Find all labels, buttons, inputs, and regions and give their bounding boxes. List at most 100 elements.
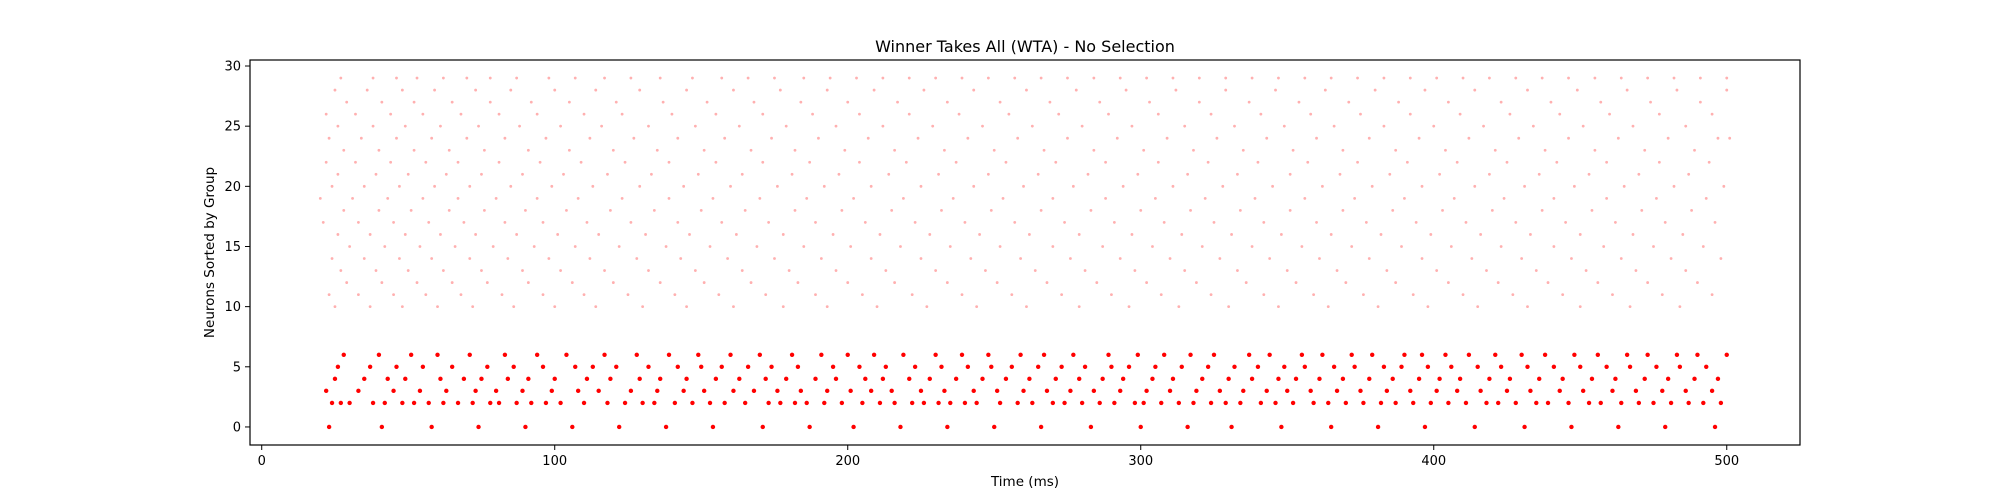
spike-point [711,196,715,200]
spike-point [978,233,981,236]
spike-point [1071,352,1076,357]
spike-point [749,281,753,284]
spike-point [647,124,650,128]
spike-point [872,88,876,92]
spike-point [890,208,894,212]
spike-point [751,388,757,394]
spike-point [1725,76,1729,80]
spike-point [1066,136,1069,140]
spike-point [1332,124,1336,128]
spike-point [767,221,771,224]
spike-point [1013,221,1017,224]
spike-point [1253,196,1257,200]
spike-point [965,364,971,369]
spike-point [549,388,554,394]
spike-point [1223,400,1228,406]
spike-point [1367,257,1371,260]
spike-point [819,257,823,260]
spike-point [717,293,721,297]
spike-point [1118,257,1122,260]
spike-point [1359,112,1362,116]
spike-point [1567,136,1570,140]
spike-point [898,424,903,430]
spike-point [1352,364,1357,369]
spike-point [532,245,536,248]
spike-point [893,281,897,284]
spike-point [1077,376,1082,382]
spike-point [732,305,735,309]
spike-point [1042,148,1046,152]
spike-point [846,281,850,284]
spike-point [559,269,562,272]
spike-point [1203,196,1207,200]
spike-point [644,233,647,236]
spike-point [455,400,461,406]
spike-point [342,208,346,212]
spike-point [1115,136,1119,140]
spike-point [488,400,493,406]
spike-point [1599,100,1603,104]
spike-point [745,364,751,369]
spike-point [685,88,688,92]
spike-point [327,136,331,140]
spike-point [441,76,445,80]
spike-point [493,388,499,394]
spike-point [877,400,883,406]
spike-point [1581,124,1585,128]
spike-point [1422,424,1428,430]
spike-point [629,221,633,224]
spike-point [1557,388,1562,394]
spike-point [430,257,434,260]
spike-point [588,136,592,140]
spike-point [963,221,967,224]
spike-point [362,376,367,382]
spike-point [881,76,885,80]
spike-point [1660,293,1664,297]
spike-point [637,376,642,382]
spike-point [429,424,434,430]
spike-point [570,424,575,430]
spike-point [840,208,844,212]
spike-point [1321,184,1324,188]
spike-point [679,257,683,260]
spike-point [1039,76,1043,80]
spike-point [992,148,996,152]
spike-point [681,388,686,394]
spike-point [1167,388,1173,394]
y-tick-label: 25 [224,120,241,135]
spike-point [330,184,334,188]
spike-point [846,100,850,104]
spike-point [1394,281,1398,284]
spike-point [1458,112,1462,116]
spike-point [1376,305,1380,309]
spike-point [1086,172,1090,176]
spike-point [1420,184,1424,188]
spike-point [535,112,539,116]
spike-point [335,364,341,369]
spike-point [960,76,964,80]
spike-point [336,233,340,236]
spike-point [1274,88,1277,92]
spike-point [336,124,340,128]
spike-point [1218,257,1222,260]
spike-point [573,364,578,369]
spike-point [520,388,525,394]
spike-point [1053,376,1058,382]
spike-point [1572,352,1577,357]
spike-point [1534,400,1539,406]
spike-point [1192,148,1195,152]
spike-point [509,88,513,92]
spike-point [1315,221,1318,224]
spike-point [1614,221,1617,224]
spike-point [450,100,454,104]
spike-point [1246,352,1252,357]
spike-point [1674,352,1680,357]
spike-point [675,364,680,369]
spike-point [921,400,927,406]
spike-point [477,124,480,128]
spike-point [676,221,680,224]
spike-point [1498,364,1504,369]
spike-point [1611,293,1614,297]
spike-point [830,364,836,369]
spike-point [1397,100,1400,104]
